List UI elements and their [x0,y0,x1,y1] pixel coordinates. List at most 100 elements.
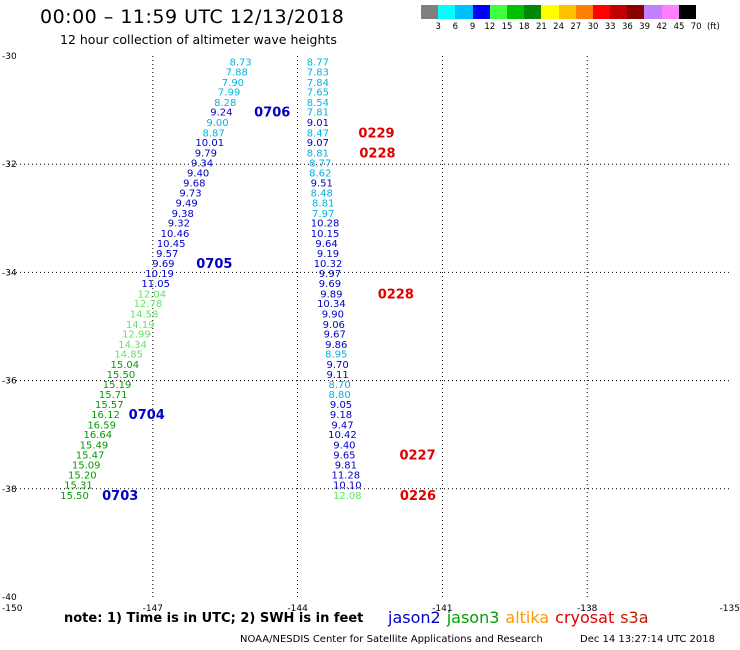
pass-time-label: 0706 [254,106,290,121]
pass-time-label: 0703 [102,489,138,504]
pass-time-label: 0227 [399,449,435,464]
pass-time-label: 0228 [378,287,414,302]
wave-height-value: 15.47 [76,451,105,462]
legend-swatch [644,5,662,19]
legend-label: 45 [673,22,685,32]
wave-height-value: 11.28 [332,471,361,482]
lon-tick-label: -144 [287,604,308,614]
wave-height-value: 14.58 [130,310,159,321]
wave-height-value: 16.64 [83,430,112,441]
wave-height-value: 9.81 [335,460,357,471]
lat-tick-label: -36 [2,377,17,387]
wave-height-value: 7.99 [218,88,240,99]
wave-height-value: 9.65 [333,451,355,462]
wave-height-value: 8.77 [307,57,329,68]
wave-height-value: 10.34 [317,299,346,310]
lat-tick-label: -32 [2,160,17,170]
satellite-name: jason2 [388,608,441,627]
wave-height-value: 8.73 [230,57,252,68]
wave-height-value: 14.85 [114,350,143,361]
legend-swatch [575,5,593,19]
legend-swatch [455,5,473,19]
legend-swatch [506,5,525,19]
legend-swatches [421,5,696,19]
wave-height-value: 9.00 [206,118,228,129]
satellite-name: jason3 [446,608,500,627]
wave-height-value: 9.73 [179,188,201,199]
wave-height-value: 8.62 [309,168,331,179]
units-note: note: 1) Time is in UTC; 2) SWH is in fe… [64,611,364,626]
wave-height-value: 9.64 [315,239,337,250]
lon-tick-label: -150 [2,604,23,614]
wave-height-value: 16.59 [87,420,116,431]
wave-height-value: 7.97 [312,209,334,220]
wave-height-value: 9.18 [330,410,352,421]
pass-time-label: 0705 [196,257,232,272]
wave-height-value: 10.10 [333,480,362,491]
legend-swatch [661,5,679,19]
wave-height-value: 9.57 [156,249,178,260]
wave-height-value: 10.28 [311,219,340,230]
wave-height-value: 9.97 [319,269,341,280]
wave-height-value: 10.32 [314,259,343,270]
wave-height-value: 15.19 [103,380,132,391]
wave-height-value: 10.46 [161,229,190,240]
wave-height-value: 9.67 [324,330,346,341]
lon-tick-label: -138 [577,604,598,614]
wave-height-value: 7.90 [222,78,244,89]
satellite-name: cryosat [555,608,615,627]
wave-height-value: 10.01 [195,138,224,149]
wave-height-value: 9.11 [327,370,349,381]
wave-height-value: 8.70 [328,380,350,391]
wave-height-value: 9.24 [210,108,232,119]
legend-label: 70 [690,22,702,32]
legend-label: (ft) [706,22,720,32]
wave-height-value: 12.99 [122,330,151,341]
wave-height-value: 16.12 [91,410,120,421]
wave-height-value: 9.79 [195,148,217,159]
wave-height-value: 7.83 [307,68,329,79]
wave-height-value: 14.34 [118,340,147,351]
wave-height-value: 8.95 [325,350,347,361]
wave-height-value: 12.04 [138,289,167,300]
wave-height-value: 9.90 [322,310,344,321]
legend-swatch [627,5,645,19]
wave-height-value: 11.05 [141,279,170,290]
wave-height-value: 12.08 [333,491,362,502]
legend-swatch [421,5,439,19]
wave-height-value: 15.09 [72,460,101,471]
wave-height-value: 9.06 [323,320,345,331]
wave-height-value: 8.87 [202,128,224,139]
wave-height-value: 9.05 [330,400,352,411]
lon-tick-label: -135 [720,604,740,614]
legend-label: 3 [435,22,441,32]
wave-height-value: 10.45 [157,239,186,250]
wave-height-value: 8.81 [307,148,329,159]
wave-height-value: 9.32 [168,219,190,230]
wave-height-value: 15.50 [60,491,89,502]
wave-height-value: 15.50 [107,370,136,381]
wave-height-value: 7.84 [307,78,329,89]
satellite-name: s3a [620,608,649,627]
legend-label: 42 [656,22,668,32]
legend-swatch [678,5,696,19]
legend-swatch [541,5,559,19]
wave-height-value: 9.69 [319,279,341,290]
legend-label: 33 [604,22,616,32]
footer-timestamp: Dec 14 13:27:14 UTC 2018 [580,634,715,645]
wave-height-value: 7.81 [307,108,329,119]
map-subtitle: 12 hour collection of altimeter wave hei… [60,32,337,47]
legend-label: 21 [535,22,547,32]
wave-height-value: 12.78 [134,299,163,310]
wave-height-value: 9.47 [331,420,353,431]
wave-height-value: 7.88 [226,68,248,79]
wave-height-value: 9.51 [311,179,333,190]
wave-height-value: 9.19 [317,249,339,260]
lat-tick-label: -34 [2,268,17,278]
wave-height-value: 9.34 [191,159,213,170]
lat-tick-label: -40 [2,593,17,603]
wave-height-value: 10.19 [145,269,174,280]
satellite-key: jason2 jason3 altika cryosat s3a [388,608,655,627]
wave-height-value: 10.42 [328,430,357,441]
wave-height-value: 9.07 [307,138,329,149]
